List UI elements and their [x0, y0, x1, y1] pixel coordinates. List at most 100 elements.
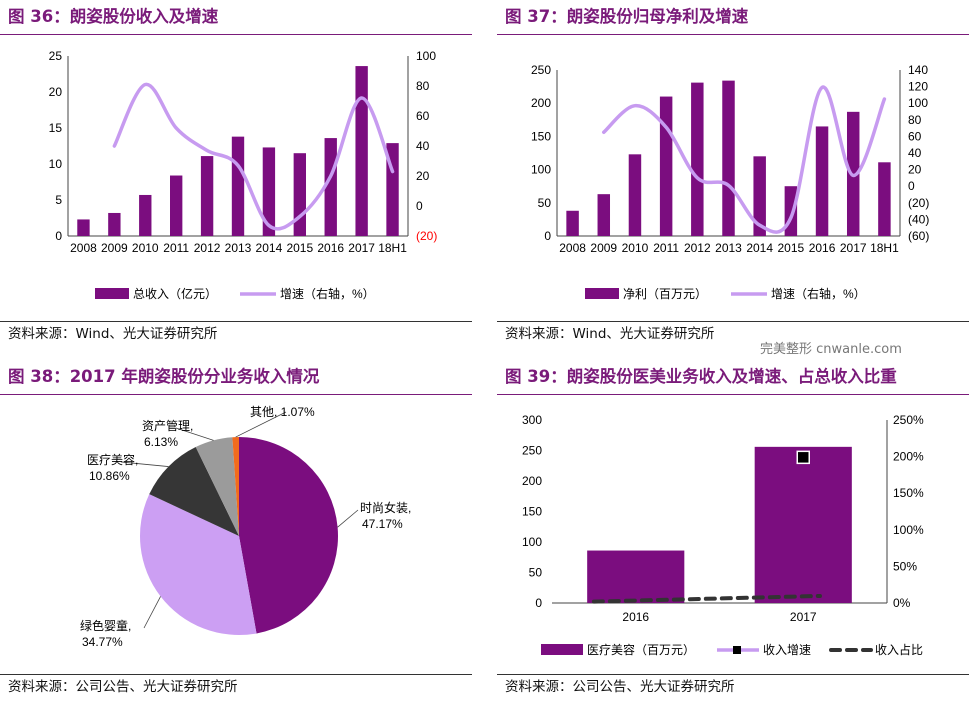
- legend-label: 增速（右轴，%）: [280, 286, 375, 301]
- x-tick-label: 2011: [653, 241, 679, 255]
- y-tick-label: 300: [522, 413, 542, 427]
- legend-label: 净利（百万元）: [623, 287, 707, 301]
- x-tick-label: 2016: [317, 241, 344, 255]
- pie-slice: [140, 494, 257, 635]
- panel-medical-beauty: 图 39：朗姿股份医美业务收入及增速、占总收入比重 0 50 100 150 200 25…: [497, 360, 969, 706]
- y2-tick-label: 100: [416, 49, 436, 63]
- x-tick-label: 2014: [256, 241, 283, 255]
- bar: [231, 136, 245, 236]
- x-tick-label: 2015: [778, 241, 805, 255]
- legend-label: 收入占比: [875, 642, 923, 657]
- pie-value-label: 47.17%: [362, 517, 403, 531]
- medical-beauty-chart: 0 50 100 150 200 250 300 0% 50% 100% 150% 200% 250% 2…: [522, 413, 924, 657]
- bar: [566, 210, 579, 236]
- panel-source: 资料来源：公司公告、光大证券研究所: [0, 674, 472, 699]
- x-tick-label: 2010: [132, 241, 159, 255]
- y2-tick-label: 80: [908, 113, 922, 127]
- pie-label: 绿色婴童,: [80, 618, 131, 633]
- y-tick-label: 5: [55, 193, 62, 207]
- legend-swatch-bar: [541, 644, 583, 655]
- y2-tick-label: 0%: [893, 596, 911, 610]
- y-tick-label: 10: [49, 157, 63, 171]
- legend-swatch-bar: [95, 288, 129, 299]
- y-tick-label: 100: [531, 163, 551, 177]
- pie-label: 其他, 1.07%: [250, 405, 315, 419]
- y2-tick-label: 150%: [893, 486, 924, 500]
- panel-source: 资料来源：公司公告、光大证券研究所: [497, 674, 969, 699]
- y2-tick-label: 60: [416, 109, 430, 123]
- bar: [262, 147, 276, 236]
- panel-source: 资料来源：Wind、光大证券研究所: [0, 321, 472, 346]
- x-tick-label: 2008: [559, 241, 586, 255]
- growth-marker: [796, 450, 810, 465]
- pie-value-label: 10.86%: [89, 469, 130, 483]
- x-tick-label: 2016: [622, 610, 649, 624]
- y2-tick-label: 60: [908, 129, 922, 143]
- share-dashed-line: [591, 593, 822, 604]
- pie-leader-line: [235, 411, 287, 438]
- y2-tick-label: 100: [908, 96, 928, 110]
- bar: [628, 154, 642, 236]
- pie-leader-line: [120, 461, 169, 467]
- y-tick-label: 250: [531, 63, 551, 77]
- panel-title: 图 36：朗姿股份收入及增速: [0, 0, 472, 35]
- bar: [754, 446, 852, 603]
- bar: [139, 194, 152, 236]
- pie-slice: [195, 437, 239, 536]
- pie-slice: [239, 437, 339, 634]
- watermark: 完美整形 cnwanle.com: [760, 342, 902, 357]
- y-tick-label: 150: [531, 129, 551, 143]
- y2-tick-label: 140: [908, 63, 928, 77]
- y-tick-label: 150: [522, 505, 542, 519]
- legend-swatch-bar: [585, 288, 619, 299]
- y-tick-label: 15: [49, 121, 63, 135]
- y2-tick-label: (20): [416, 229, 437, 243]
- pie-slice: [149, 446, 239, 536]
- y-tick-label: 200: [531, 96, 551, 110]
- bar: [324, 138, 337, 236]
- bar: [597, 194, 611, 236]
- x-tick-label: 2013: [715, 241, 742, 255]
- bar: [659, 96, 673, 236]
- net-profit-growth-chart: 0 50 100 150 200 250 (60) (40) (20) 0 20 40 60 80 100 1…: [531, 63, 929, 301]
- pie-leader-line: [175, 427, 214, 441]
- pie-label: 时尚女装,: [360, 500, 411, 515]
- panel-segment-revenue: 图 38：2017 年朗姿股份分业务收入情况 时尚女装, 47.17% 绿色婴童, 3…: [0, 360, 472, 706]
- y-tick-label: 250: [522, 444, 542, 458]
- y2-tick-label: (60): [908, 229, 929, 243]
- bar: [753, 156, 766, 236]
- x-tick-label: 18H1: [378, 241, 407, 255]
- bar: [784, 186, 798, 236]
- y2-tick-label: 20: [908, 163, 922, 177]
- panel-source: 资料来源：Wind、光大证券研究所: [497, 321, 969, 346]
- bar: [587, 550, 685, 603]
- pie-leader-line: [143, 596, 161, 629]
- legend-label: 收入增速: [763, 643, 811, 657]
- bar: [200, 156, 214, 236]
- panel-title: 图 38：2017 年朗姿股份分业务收入情况: [0, 360, 472, 395]
- x-tick-label: 2016: [809, 241, 836, 255]
- y-tick-label: 100: [522, 535, 542, 549]
- y2-tick-label: 250%: [893, 413, 924, 427]
- y2-tick-label: (20): [908, 196, 929, 210]
- y-tick-label: 0: [544, 229, 551, 243]
- y2-tick-label: 200%: [893, 450, 924, 464]
- bar: [722, 80, 735, 237]
- x-tick-label: 2008: [70, 241, 97, 255]
- panel-title: 图 39：朗姿股份医美业务收入及增速、占总收入比重: [497, 360, 969, 395]
- y2-tick-label: 40: [908, 146, 922, 160]
- panel-revenue: 图 36：朗姿股份收入及增速 0 5 10 15 20 25 (20) 0 20 40 60 80 10…: [0, 0, 472, 346]
- x-tick-label: 2017: [840, 241, 867, 255]
- y2-tick-label: 50%: [893, 559, 917, 573]
- y-tick-label: 50: [538, 196, 552, 210]
- y2-tick-label: 120: [908, 80, 928, 94]
- revenue-growth-chart: 0 5 10 15 20 25 (20) 0 20 40 60 80 100 2008 2009 2010 20…: [49, 49, 438, 301]
- y2-tick-label: 20: [416, 169, 430, 183]
- growth-line: [602, 85, 887, 234]
- bar: [170, 175, 183, 236]
- bar: [815, 126, 829, 236]
- x-tick-label: 2009: [590, 241, 617, 255]
- growth-line: [112, 82, 395, 231]
- pie-label: 医疗美容,: [87, 452, 138, 467]
- panel-net-profit: 图 37：朗姿股份归母净利及增速 0 50 100 150 200 250 (60) (40)…: [497, 0, 969, 346]
